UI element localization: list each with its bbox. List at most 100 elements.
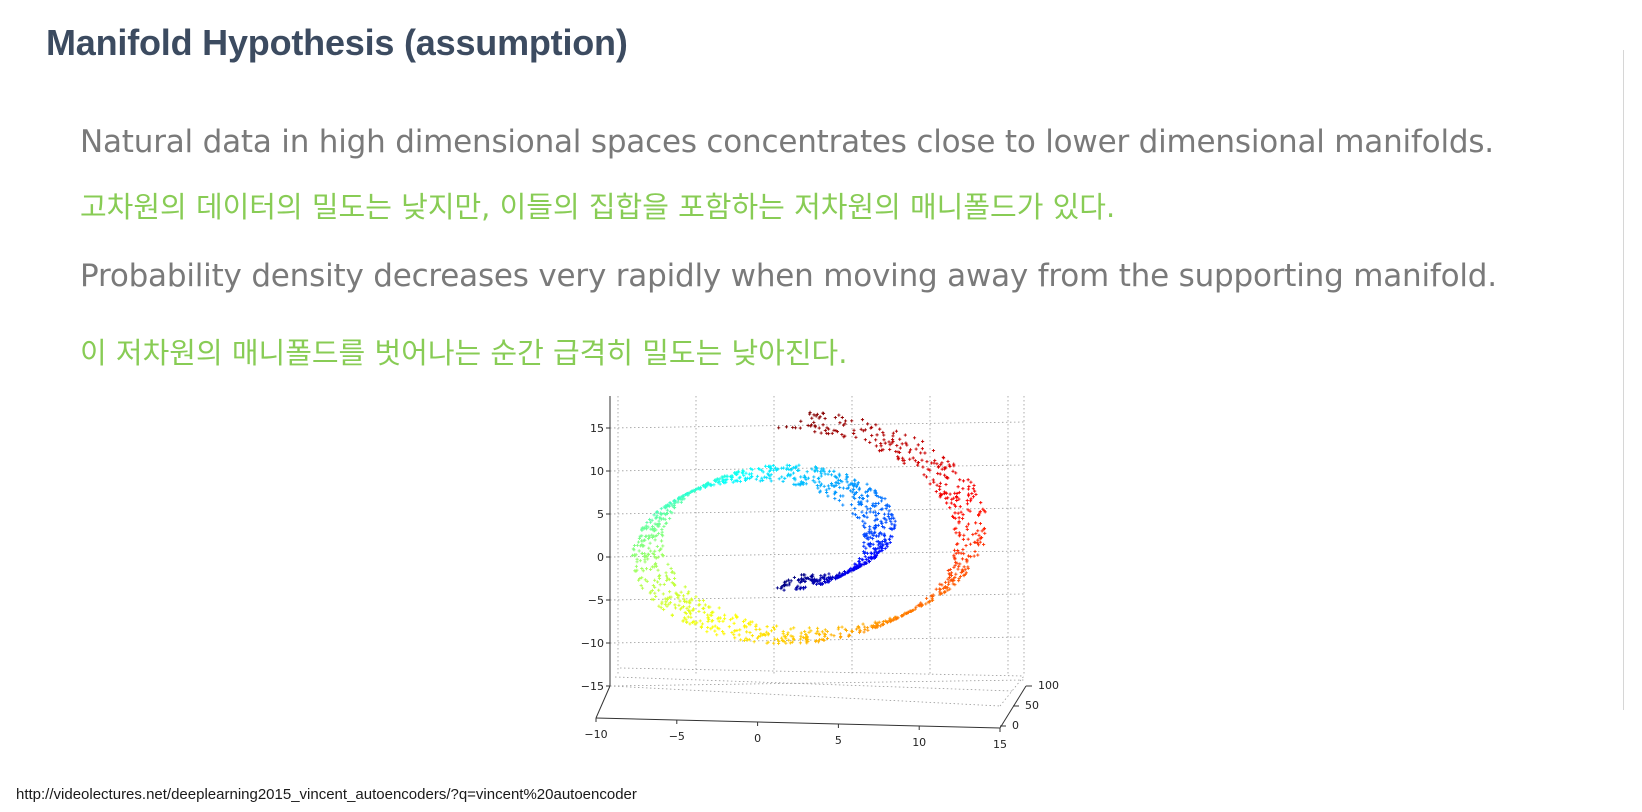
scatter-point [844, 628, 849, 633]
scatter-point [801, 482, 805, 486]
scatter-point [832, 469, 836, 473]
scatter-point [953, 511, 957, 515]
scatter-point [979, 501, 983, 505]
scatter-point [860, 497, 864, 501]
scatter-point [916, 463, 920, 467]
scatter-point [672, 499, 676, 503]
scatter-point [650, 524, 655, 529]
scatter-point [662, 607, 666, 612]
scatter-point [860, 418, 865, 422]
scatter-point [786, 474, 790, 478]
scatter-point [716, 617, 720, 621]
scatter-point [879, 444, 883, 448]
scatter-point [817, 426, 821, 430]
scatter-point [981, 507, 985, 511]
scatter-point [665, 578, 669, 583]
scatter-point [664, 574, 669, 578]
scatter-point [654, 516, 658, 520]
scatter-point [957, 534, 961, 538]
scatter-point [919, 451, 923, 455]
scatter-point [953, 575, 957, 579]
tick-labels: −15 −10 −5 0 5 10 15 −10 −5 0 5 10 15 0 50 100 [581, 422, 1059, 751]
scatter-point [782, 639, 786, 643]
scatter-point [816, 640, 821, 644]
scatter-point [812, 420, 816, 424]
scatter-point [816, 486, 820, 490]
scatter-point [677, 603, 681, 607]
scatter-point [888, 540, 892, 545]
scatter-point [930, 597, 934, 601]
scatter-point [827, 487, 831, 491]
scatter-point [775, 586, 780, 590]
scatter-point [956, 548, 960, 553]
scatter-point [697, 603, 701, 607]
scatter-point [653, 585, 657, 589]
scatter-point [842, 423, 846, 427]
scatter-point [755, 636, 760, 640]
scatter-point [681, 494, 685, 498]
scatter-point [950, 497, 954, 501]
scatter-point [805, 470, 809, 474]
scatter-point [820, 582, 824, 586]
scatter-point [897, 450, 902, 455]
scatter-point [920, 447, 925, 451]
scatter-point [864, 490, 868, 494]
scatter-point [772, 641, 776, 645]
scatter-point [869, 551, 873, 555]
scatter-points [630, 410, 987, 646]
scatter-point [733, 629, 737, 633]
scatter-point [803, 579, 807, 584]
scatter-point [837, 498, 841, 503]
scatter-point [961, 513, 965, 517]
scatter-point [965, 498, 969, 503]
scatter-point [823, 574, 827, 578]
scatter-point [923, 451, 927, 455]
scatter-point [833, 416, 837, 420]
scatter-point [861, 550, 866, 554]
scatter-point [713, 624, 717, 628]
scatter-point [799, 419, 803, 423]
scatter-point [835, 476, 839, 480]
scatter-point [850, 629, 855, 633]
scatter-point [868, 510, 872, 514]
scatter-point [735, 472, 739, 477]
scatter-point [890, 441, 894, 445]
slide-title: Manifold Hypothesis (assumption) [46, 22, 628, 63]
scatter-point [638, 576, 642, 581]
scatter-point [883, 546, 887, 551]
scatter-point [967, 484, 971, 489]
scatter-point [814, 631, 818, 635]
scatter-point [838, 574, 842, 579]
scatter-point [855, 515, 860, 520]
scatter-point [837, 413, 841, 417]
scatter-point [865, 515, 869, 519]
scatter-point [781, 479, 785, 483]
scatter-point [863, 525, 867, 530]
scatter-point [916, 443, 920, 447]
scatter-point [739, 638, 743, 642]
scatter-point [944, 496, 948, 500]
scatter-point [643, 560, 647, 564]
y-axis [999, 685, 1027, 729]
scatter-point [794, 483, 798, 487]
scatter-point [952, 464, 956, 468]
scatter-point [685, 492, 689, 496]
scatter-point [646, 557, 650, 561]
scatter-point [914, 447, 918, 451]
scatter-point [881, 623, 885, 627]
scatter-point [789, 627, 793, 631]
scatter-point [965, 525, 969, 529]
scatter-point [740, 471, 745, 475]
scatter-point [843, 571, 848, 575]
scatter-point [968, 499, 973, 503]
scatter-point [953, 583, 957, 587]
scatter-point [640, 551, 644, 555]
scatter-point [700, 622, 705, 626]
scatter-point [777, 426, 781, 430]
scatter-point [879, 521, 884, 525]
scatter-point [783, 584, 787, 588]
scatter-point [653, 578, 657, 582]
scatter-point [961, 479, 966, 483]
scatter-point [816, 477, 821, 481]
grid-line-horizontal [609, 636, 1025, 644]
